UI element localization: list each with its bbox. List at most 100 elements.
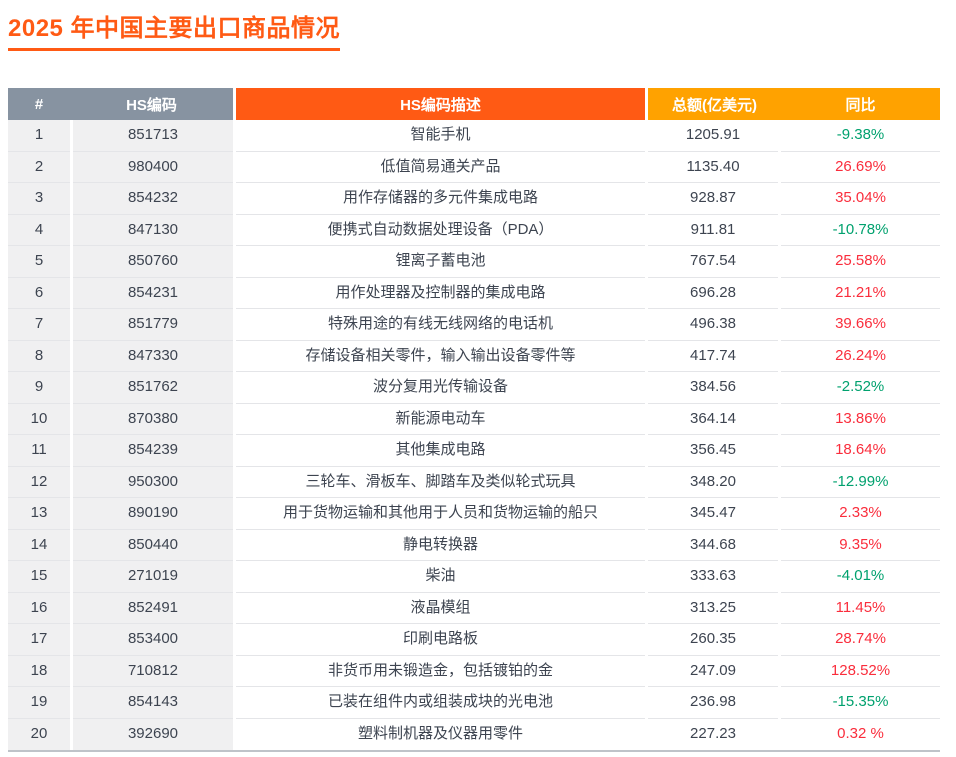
table-row: 5 850760 锂离子蓄电池 767.54 25.58%: [8, 246, 940, 278]
hs-desc-cell: 用作存储器的多元件集成电路: [236, 183, 645, 215]
total-cell: 417.74: [648, 341, 778, 372]
yoy-cell: -15.35%: [781, 687, 940, 719]
hs-code-cell: 854232: [73, 183, 233, 215]
total-cell: 348.20: [648, 467, 778, 498]
hs-desc-cell: 静电转换器: [236, 530, 645, 561]
rank-cell: 2: [8, 151, 70, 183]
hs-code-cell: 847330: [73, 340, 233, 372]
header-gray-block: # HS编码: [8, 88, 233, 120]
table-row: 3 854232 用作存储器的多元件集成电路 928.87 35.04%: [8, 183, 940, 215]
table-bottom-border: [8, 750, 940, 752]
hs-code-cell: 851779: [73, 309, 233, 341]
rank-cell: 14: [8, 529, 70, 561]
hs-desc-cell: 非货币用未锻造金，包括镀铂的金: [236, 656, 645, 687]
rank-cell: 17: [8, 624, 70, 656]
table-row: 4 847130 便携式自动数据处理设备（PDA） 911.81 -10.78%: [8, 214, 940, 246]
hs-code-cell: 980400: [73, 151, 233, 183]
hs-code-cell: 870380: [73, 403, 233, 435]
table-row: 6 854231 用作处理器及控制器的集成电路 696.28 21.21%: [8, 277, 940, 309]
hs-code-cell: 850760: [73, 246, 233, 278]
yoy-cell: 0.32 %: [837, 725, 884, 742]
table-row: 17 853400 印刷电路板 260.35 28.74%: [8, 624, 940, 656]
yoy-cell: 26.69%: [781, 152, 940, 183]
total-cell: 384.56: [648, 372, 778, 404]
hs-desc-cell: 印刷电路板: [236, 624, 645, 656]
table-row: 11 854239 其他集成电路 356.45 18.64%: [8, 435, 940, 467]
hs-desc-cell: 存储设备相关零件，输入输出设备零件等: [236, 341, 645, 372]
hs-desc-cell: 智能手机: [236, 120, 645, 152]
rank-cell: 4: [8, 214, 70, 246]
hs-code-cell: 852491: [73, 592, 233, 624]
yoy-cell: 18.64%: [781, 435, 940, 467]
table-row: 10 870380 新能源电动车 364.14 13.86%: [8, 403, 940, 435]
rank-cell: 15: [8, 561, 70, 593]
header-hs-desc: HS编码描述: [236, 88, 645, 120]
rank-cell: 13: [8, 498, 70, 530]
total-cell: 227.23: [690, 725, 736, 742]
hs-desc-cell: 便携式自动数据处理设备（PDA）: [236, 215, 645, 246]
table-row: 16 852491 液晶模组 313.25 11.45%: [8, 592, 940, 624]
total-cell: 247.09: [648, 656, 778, 687]
yoy-cell: 2.33%: [781, 498, 940, 530]
hs-code-cell: 271019: [73, 561, 233, 593]
hs-code-cell: 851762: [73, 372, 233, 404]
rank-cell: 5: [8, 246, 70, 278]
total-cell: 236.98: [648, 687, 778, 719]
hs-code-cell: 950300: [73, 466, 233, 498]
yoy-cell: 35.04%: [781, 183, 940, 215]
yoy-cell: -12.99%: [781, 467, 940, 498]
total-cell: 1135.40: [648, 152, 778, 183]
yoy-cell: 11.45%: [781, 593, 940, 624]
hs-desc-cell: 波分复用光传输设备: [236, 372, 645, 404]
hs-code-cell: 710812: [73, 655, 233, 687]
hs-desc-cell: 新能源电动车: [236, 404, 645, 435]
export-commodities-table: # HS编码 HS编码描述 总额(亿美元) 同比 1 851713 智能手机 1…: [8, 88, 940, 752]
hs-code-cell: 847130: [73, 214, 233, 246]
total-cell: 767.54: [648, 246, 778, 278]
total-cell: 1205.91: [648, 120, 778, 152]
yoy-cell: -4.01%: [781, 561, 940, 593]
total-cell: 928.87: [648, 183, 778, 215]
header-rank: #: [34, 95, 44, 113]
header-hs-code: HS编码: [126, 96, 177, 114]
table-row: 14 850440 静电转换器 344.68 9.35%: [8, 529, 940, 561]
total-cell: 356.45: [648, 435, 778, 467]
hs-code-cell: 854239: [73, 435, 233, 467]
table-row: 1 851713 智能手机 1205.91 -9.38%: [8, 120, 940, 152]
rank-cell: 19: [8, 687, 70, 719]
hs-desc-cell: 已装在组件内或组装成块的光电池: [236, 687, 645, 719]
table-body: 1 851713 智能手机 1205.91 -9.38% 2 980400 低值…: [8, 120, 940, 750]
hs-desc-cell: 用于货物运输和其他用于人员和货物运输的船只: [236, 498, 645, 530]
total-cell: 364.14: [648, 404, 778, 435]
rank-cell: 7: [8, 309, 70, 341]
hs-code-cell: 890190: [73, 498, 233, 530]
table-row: 8 847330 存储设备相关零件，输入输出设备零件等 417.74 26.24…: [8, 340, 940, 372]
yoy-cell: 26.24%: [781, 341, 940, 372]
header-total: 总额(亿美元): [672, 96, 757, 114]
rank-cell: 6: [8, 277, 70, 309]
hs-desc-cell: 三轮车、滑板车、脚踏车及类似轮式玩具: [236, 467, 645, 498]
hs-desc-cell: 塑料制机器及仪器用零件: [357, 725, 523, 742]
rank-cell: 16: [8, 592, 70, 624]
page-title: 2025 年中国主要出口商品情况: [8, 8, 341, 51]
hs-code-cell: 851713: [73, 120, 233, 152]
hs-code-cell: 854143: [73, 687, 233, 719]
rank-cell: 8: [8, 340, 70, 372]
table-row: 19 854143 已装在组件内或组装成块的光电池 236.98 -15.35%: [8, 687, 940, 719]
total-cell: 260.35: [648, 624, 778, 656]
hs-code-cell: 850440: [73, 529, 233, 561]
hs-desc-cell: 用作处理器及控制器的集成电路: [236, 278, 645, 309]
yoy-cell: 9.35%: [781, 530, 940, 561]
rank-cell: 3: [8, 183, 70, 215]
hs-code-cell: 854231: [73, 277, 233, 309]
table-header-row: # HS编码 HS编码描述 总额(亿美元) 同比: [8, 88, 940, 120]
hs-code-cell: 392690: [73, 718, 233, 750]
hs-desc-cell: 柴油: [236, 561, 645, 593]
yoy-cell: 39.66%: [781, 309, 940, 341]
yoy-cell: 28.74%: [781, 624, 940, 656]
rank-cell: 9: [8, 372, 70, 404]
yoy-cell: -9.38%: [781, 120, 940, 152]
rank-cell: 10: [8, 403, 70, 435]
hs-desc-cell: 特殊用途的有线无线网络的电话机: [236, 309, 645, 341]
